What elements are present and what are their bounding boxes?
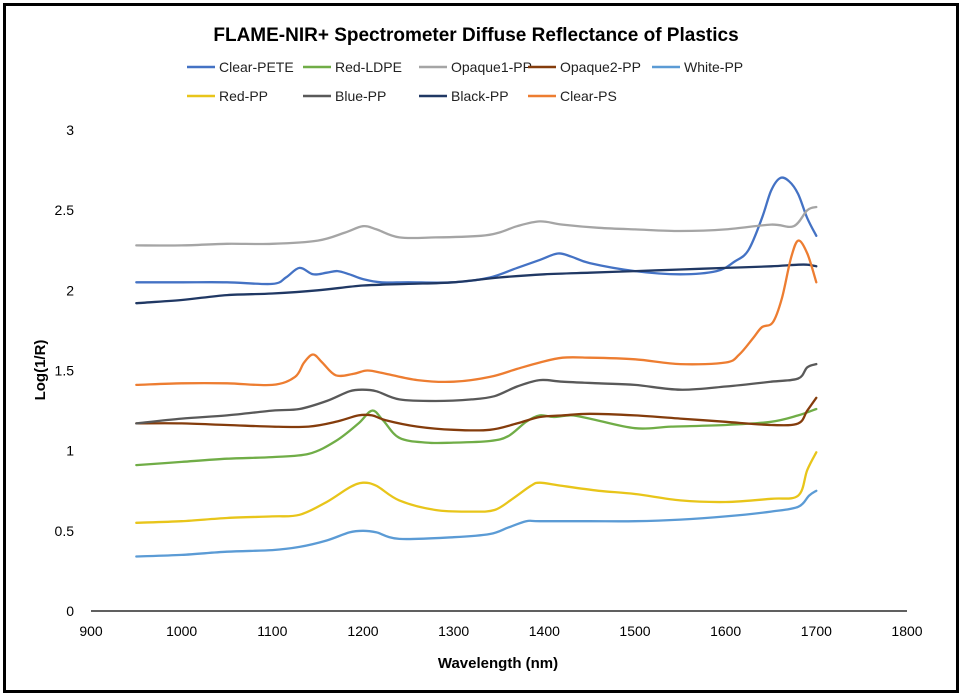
x-tick-label: 1000 bbox=[166, 623, 197, 639]
legend-label-white-pp: White-PP bbox=[684, 59, 743, 75]
y-tick-label: 1 bbox=[66, 443, 74, 459]
y-axis-title: Log(1/R) bbox=[32, 340, 49, 401]
legend-label-red-ldpe: Red-LDPE bbox=[335, 59, 402, 75]
series-line-clear-pete bbox=[135, 176, 818, 286]
y-tick-label: 2.5 bbox=[55, 202, 75, 218]
legend: Clear-PETE Red-LDPE Opaque1-PP Opaque2-PP Wh… bbox=[187, 59, 743, 104]
chart-frame bbox=[3, 3, 959, 693]
x-tick-label: 1500 bbox=[619, 623, 650, 639]
legend-label-red-pp: Red-PP bbox=[219, 88, 268, 104]
plot-area bbox=[135, 176, 818, 558]
series-line-red-ldpe bbox=[135, 407, 818, 467]
x-tick-label: 1800 bbox=[891, 623, 922, 639]
x-axis-title: Wavelength (nm) bbox=[438, 655, 558, 672]
series-line-opaque1-pp bbox=[135, 205, 818, 247]
legend-label-black-pp: Black-PP bbox=[451, 88, 509, 104]
y-tick-label: 2 bbox=[66, 282, 74, 298]
y-tick-label: 3 bbox=[66, 122, 74, 138]
axes: 900 1000 1100 1200 1300 1400 1500 1600 1700 1800 0… bbox=[55, 122, 923, 639]
y-tick-label: 0 bbox=[66, 603, 74, 619]
series-line-blue-pp bbox=[135, 362, 818, 425]
legend-label-blue-pp: Blue-PP bbox=[335, 88, 386, 104]
legend-label-opaque2-pp: Opaque2-PP bbox=[560, 59, 641, 75]
x-tick-label: 1600 bbox=[710, 623, 741, 639]
y-tick-label: 0.5 bbox=[55, 523, 75, 539]
series-line-black-pp bbox=[135, 263, 818, 305]
x-tick-label: 900 bbox=[79, 623, 103, 639]
legend-label-opaque1-pp: Opaque1-PP bbox=[451, 59, 532, 75]
y-tick-label: 1.5 bbox=[55, 363, 75, 379]
series-line-opaque2-pp bbox=[135, 396, 818, 432]
series-line-red-pp bbox=[135, 451, 818, 524]
series-line-clear-ps bbox=[135, 239, 818, 387]
chart-title: FLAME-NIR+ Spectrometer Diffuse Reflecta… bbox=[213, 25, 738, 46]
x-tick-label: 1100 bbox=[257, 623, 287, 639]
series-line-white-pp bbox=[135, 489, 818, 558]
x-tick-label: 1300 bbox=[438, 623, 469, 639]
x-tick-label: 1400 bbox=[529, 623, 560, 639]
x-tick-label: 1700 bbox=[801, 623, 832, 639]
legend-label-clear-pete: Clear-PETE bbox=[219, 59, 294, 75]
legend-label-clear-ps: Clear-PS bbox=[560, 88, 617, 104]
x-tick-label: 1200 bbox=[347, 623, 378, 639]
